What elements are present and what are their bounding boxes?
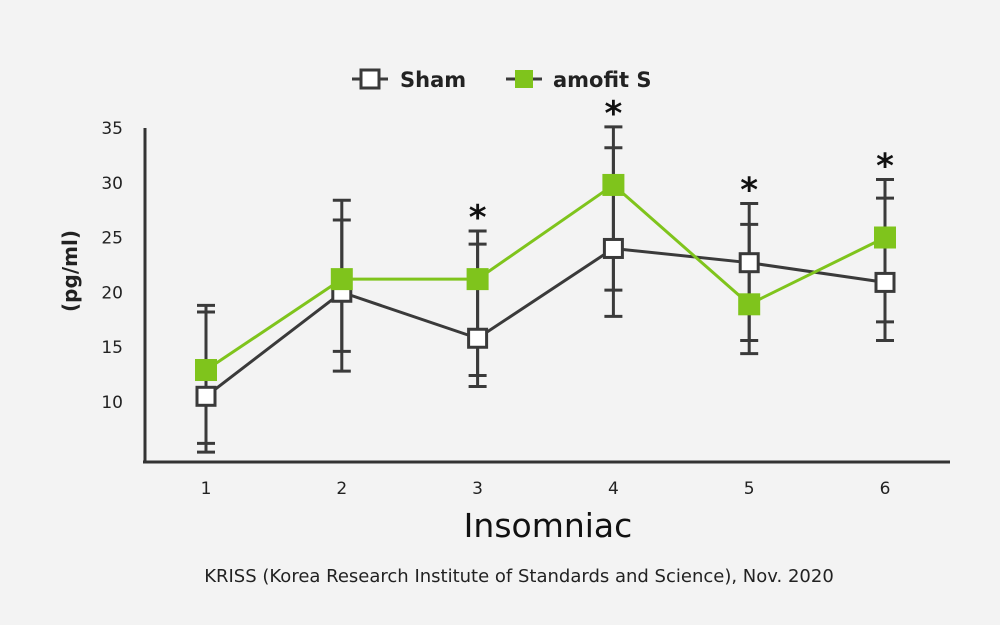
significance-marker-3: * — [469, 198, 487, 238]
legend-label-sham: Sham — [400, 68, 466, 92]
series-markers — [195, 173, 896, 407]
data-point-amofit-1 — [195, 359, 217, 382]
x-axis-label: Insomniac — [464, 506, 633, 545]
legend: Sham amofit S — [352, 68, 652, 92]
data-point-amofit-5 — [738, 293, 761, 316]
data-point-sham-5 — [738, 252, 760, 274]
series-line-amofit — [205, 183, 886, 372]
data-point-amofit-4 — [602, 173, 625, 196]
error-bar-amofit-6 — [876, 177, 894, 342]
data-point-sham-1 — [195, 385, 217, 407]
legend-marker-amofit — [515, 70, 533, 88]
y-tick-label-25: 25 — [101, 229, 123, 249]
x-tick-label-3: 3 — [472, 479, 483, 499]
data-point-sham-6 — [874, 271, 896, 293]
data-point-sham-4 — [602, 237, 624, 259]
error-bar-amofit-5 — [740, 202, 759, 356]
x-tick-label-5: 5 — [744, 479, 755, 499]
significance-marker-4: * — [605, 94, 623, 134]
y-tick-label-15: 15 — [101, 338, 123, 358]
x-ticks: 1 2 3 4 5 6 — [201, 479, 891, 499]
error-bar-amofit-3 — [468, 229, 487, 388]
y-tick-label-20: 20 — [101, 283, 123, 303]
data-point-amofit-2 — [330, 268, 353, 291]
error-bars — [197, 125, 894, 454]
data-point-sham-3 — [467, 327, 489, 349]
y-tick-label-30: 30 — [101, 174, 123, 194]
x-tick-label-2: 2 — [336, 479, 347, 499]
y-tick-label-10: 10 — [101, 393, 123, 413]
data-point-amofit-3 — [466, 268, 489, 291]
significance-marker-6: * — [876, 146, 894, 186]
significance-marker-5: * — [740, 171, 758, 211]
y-axis-label: (pg/ml) — [58, 230, 82, 312]
x-tick-label-6: 6 — [880, 479, 891, 499]
x-tick-label-4: 4 — [608, 479, 619, 499]
legend-marker-sham — [359, 68, 381, 90]
series-line-sham — [205, 246, 886, 398]
series-lines — [205, 183, 886, 398]
legend-item-sham: Sham — [352, 68, 466, 92]
legend-item-amofit: amofit S — [506, 68, 652, 92]
significance-marks: * * * * — [469, 94, 894, 238]
y-tick-label-35: 35 — [101, 119, 123, 139]
y-ticks: 10 15 20 25 30 35 — [101, 119, 123, 413]
legend-label-amofit: amofit S — [553, 68, 652, 92]
error-bar-amofit-4 — [604, 125, 623, 318]
x-tick-label-1: 1 — [201, 479, 212, 499]
source-note: KRISS (Korea Research Institute of Stand… — [204, 566, 834, 587]
data-point-amofit-6 — [874, 226, 896, 249]
